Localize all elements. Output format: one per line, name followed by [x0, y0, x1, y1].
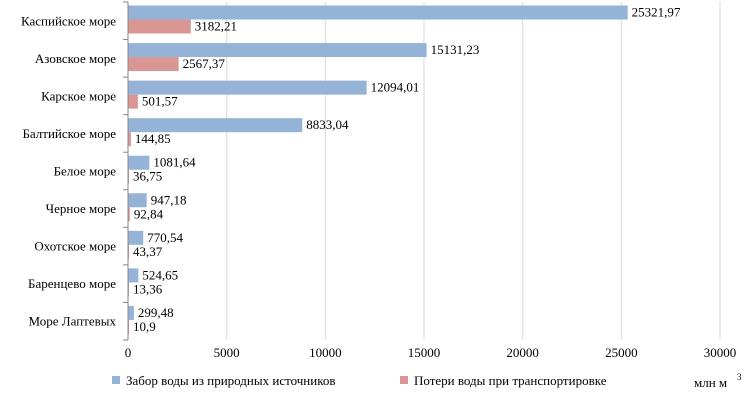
- data-label-losses: 2567,37: [183, 56, 226, 71]
- x-tick-label: 30000: [704, 345, 737, 360]
- data-label-intake: 1081,64: [153, 155, 196, 170]
- category-label: Балтийское море: [22, 126, 116, 141]
- bar-intake: [128, 305, 134, 320]
- bar-intake: [128, 268, 139, 283]
- data-label-intake: 770,54: [147, 230, 183, 245]
- bar-intake: [128, 230, 144, 245]
- x-tick-label: 20000: [506, 345, 539, 360]
- unit-superscript: 3: [737, 372, 742, 382]
- category-label: Черное море: [46, 201, 117, 216]
- x-tick-label: 5000: [214, 345, 240, 360]
- legend-swatch: [400, 376, 408, 384]
- legend-item-intake: Забор воды из природных источников: [126, 373, 336, 388]
- bar-intake: [128, 118, 303, 133]
- x-tick-label: 10000: [309, 345, 342, 360]
- bar-intake: [128, 5, 628, 20]
- data-label-losses: 10,9: [133, 319, 156, 334]
- bar-intake: [128, 155, 150, 170]
- category-label: Баренцево море: [28, 276, 116, 291]
- legend-item-losses: Потери воды при транспортировке: [414, 373, 607, 388]
- category-label: Охотское море: [34, 239, 116, 254]
- bar-losses: [128, 19, 191, 34]
- category-label: Карское море: [41, 88, 116, 103]
- category-label: Море Лаптевых: [29, 314, 117, 329]
- data-label-intake: 25321,97: [632, 5, 681, 20]
- data-label-intake: 524,65: [142, 267, 178, 282]
- data-label-intake: 8833,04: [306, 117, 349, 132]
- data-label-losses: 501,57: [142, 94, 178, 109]
- bars: [128, 5, 628, 334]
- data-label-losses: 92,84: [134, 206, 164, 221]
- unit-label: млн м: [694, 375, 727, 390]
- bar-losses: [128, 94, 138, 109]
- category-label: Азовское море: [35, 51, 116, 66]
- data-label-losses: 13,36: [133, 281, 163, 296]
- bar-losses: [128, 57, 179, 72]
- data-label-intake: 947,18: [151, 192, 187, 207]
- bar-intake: [128, 80, 367, 95]
- axes: 0 5000 10000 15000 20000 25000 30000: [123, 1, 737, 360]
- grid: [226, 2, 721, 340]
- category-label: Белое море: [54, 164, 117, 179]
- data-label-losses: 36,75: [133, 169, 162, 184]
- category-label: Каспийское море: [21, 13, 116, 28]
- data-label-losses: 3182,21: [195, 19, 237, 34]
- data-label-intake: 12094,01: [371, 80, 420, 95]
- bar-intake: [128, 193, 147, 208]
- data-label-intake: 15131,23: [431, 42, 480, 57]
- legend-swatch: [112, 376, 120, 384]
- x-tick-label: 0: [125, 345, 132, 360]
- data-label-losses: 43,37: [133, 244, 163, 259]
- labels: Каспийское море 25321,97 3182,21 Азовское м…: [21, 5, 681, 334]
- bar-losses: [128, 132, 131, 147]
- bar-intake: [128, 43, 427, 58]
- bar-losses: [128, 207, 130, 222]
- data-label-losses: 144,85: [135, 131, 171, 146]
- data-label-intake: 299,48: [138, 305, 174, 320]
- x-tick-label: 15000: [408, 345, 441, 360]
- legend: Забор воды из природных источников Потери…: [112, 372, 742, 390]
- x-tick-label: 25000: [605, 345, 638, 360]
